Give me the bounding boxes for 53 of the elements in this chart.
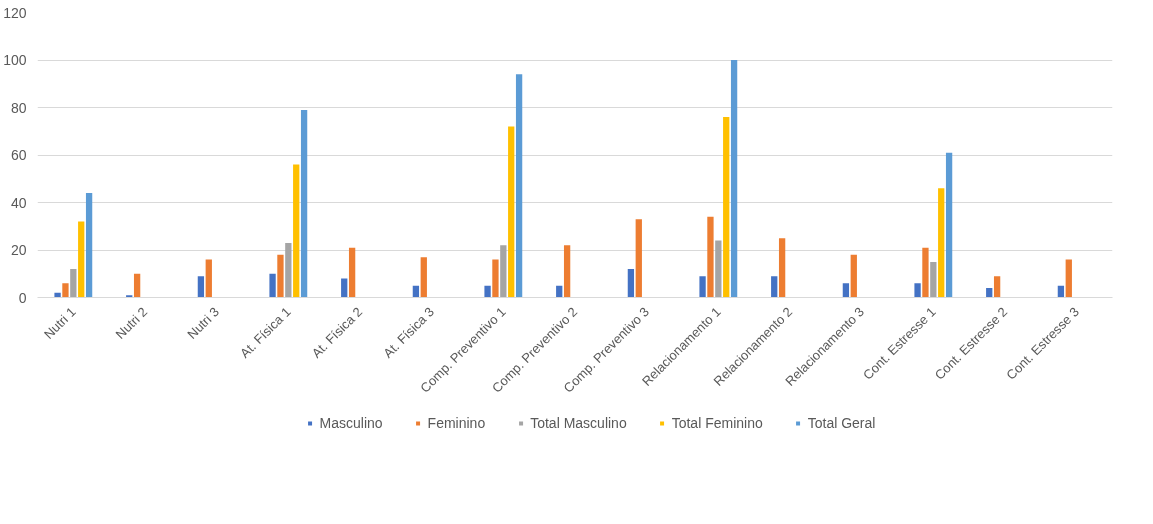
- bar: [771, 276, 778, 298]
- bar: [707, 216, 714, 298]
- bar: [563, 245, 571, 298]
- y-tick-label: 60: [10, 147, 27, 163]
- bar: [730, 60, 738, 298]
- bar: [492, 259, 499, 298]
- legend-label: Feminino: [427, 415, 486, 431]
- bar: [723, 117, 730, 298]
- bar: [300, 109, 308, 298]
- bar: [715, 240, 722, 298]
- bar: [277, 254, 284, 298]
- bar: [70, 269, 77, 298]
- bar: [133, 273, 141, 298]
- bar: [986, 288, 993, 298]
- bar: [341, 278, 348, 298]
- bar: [515, 74, 523, 298]
- bar: [922, 247, 929, 298]
- bar: [778, 238, 786, 298]
- bar: [197, 276, 205, 298]
- legend-label: Masculino: [319, 415, 383, 431]
- bar: [54, 292, 61, 298]
- bar: [850, 254, 857, 298]
- bar: [420, 257, 427, 298]
- bar: [348, 247, 356, 298]
- bar: [635, 219, 642, 298]
- bar: [78, 221, 85, 298]
- bar: [993, 276, 1001, 298]
- bar: [205, 259, 212, 298]
- bar: [699, 276, 706, 298]
- legend-label: Total Geral: [807, 415, 876, 431]
- bar: [293, 164, 300, 298]
- legend-label: Total Feminino: [671, 415, 763, 431]
- y-tick-label: 0: [18, 289, 27, 306]
- bar: [938, 188, 945, 298]
- bar: [484, 285, 491, 298]
- bar: [914, 283, 921, 298]
- bar: [627, 269, 635, 298]
- y-tick-label: 20: [10, 242, 27, 258]
- y-tick-label: 80: [10, 99, 27, 116]
- bar: [508, 126, 515, 298]
- bar: [285, 242, 292, 298]
- bar: [269, 273, 276, 298]
- bar: [842, 283, 850, 298]
- y-tick-label: 120: [3, 4, 27, 21]
- y-tick-label: 100: [3, 52, 27, 68]
- bar: [62, 283, 69, 298]
- bar: [500, 245, 507, 298]
- bar: [1065, 259, 1072, 298]
- legend-label: Total Masculino: [530, 415, 627, 431]
- bar: [85, 193, 93, 298]
- bar: [945, 152, 953, 298]
- bar: [930, 261, 937, 298]
- y-tick-label: 40: [10, 194, 27, 211]
